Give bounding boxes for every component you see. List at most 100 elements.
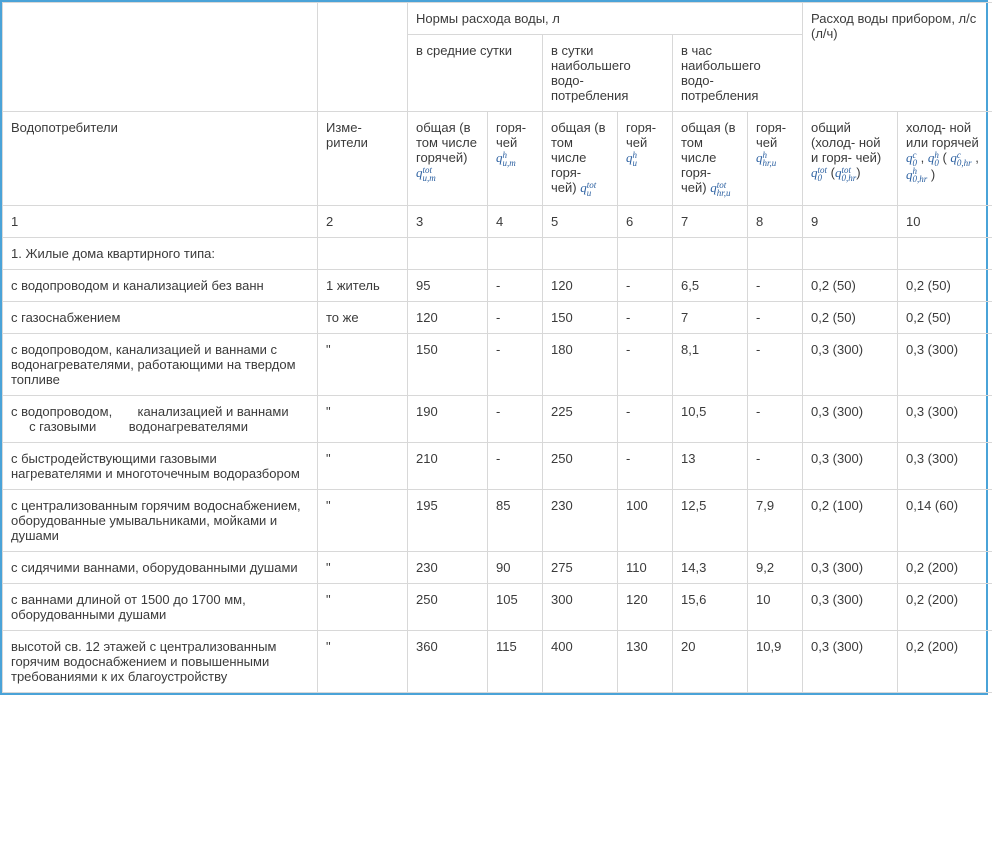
column-number-row: 1 2 3 4 5 6 7 8 9 10	[3, 205, 992, 237]
cell: 0,2 (100)	[803, 489, 898, 551]
cell: "	[318, 630, 408, 692]
cell	[898, 237, 992, 269]
cell: 0,3 (300)	[803, 583, 898, 630]
cell: 15,6	[673, 583, 748, 630]
cell: -	[618, 333, 673, 395]
cell: 120	[618, 583, 673, 630]
col-num: 8	[748, 205, 803, 237]
header-col-8: горя- чей qhhr,u	[748, 112, 803, 206]
cell: 10,9	[748, 630, 803, 692]
header-blank-1	[3, 3, 318, 112]
header-col-10-text: холод- ной или горячей	[906, 120, 979, 150]
cell: 8,1	[673, 333, 748, 395]
header-col-4-text: горя- чей	[496, 120, 526, 150]
cell: 250	[543, 442, 618, 489]
cell: 1 житель	[318, 269, 408, 301]
cell	[543, 237, 618, 269]
formula-q0-tot: qtot0	[811, 165, 827, 180]
row-label: с быстродействующими газовыми нагревател…	[3, 442, 318, 489]
cell: 0,2 (200)	[898, 630, 992, 692]
cell: 100	[618, 489, 673, 551]
cell: 115	[488, 630, 543, 692]
cell: -	[748, 301, 803, 333]
cell: "	[318, 333, 408, 395]
cell: 20	[673, 630, 748, 692]
cell: 13	[673, 442, 748, 489]
cell: -	[488, 301, 543, 333]
cell: 0,2 (50)	[803, 301, 898, 333]
col-num: 5	[543, 205, 618, 237]
col-num: 10	[898, 205, 992, 237]
cell: 7,9	[748, 489, 803, 551]
formula-q0-c: qc0	[906, 150, 917, 165]
cell: 10	[748, 583, 803, 630]
cell: 9,2	[748, 551, 803, 583]
cell: 14,3	[673, 551, 748, 583]
col-num: 9	[803, 205, 898, 237]
row-label: с сидячими ваннами, оборудованными душам…	[3, 551, 318, 583]
header-col-3: общая (в том числе горячей) qtotu,m	[408, 112, 488, 206]
cell: 110	[618, 551, 673, 583]
header-blank-2	[318, 3, 408, 112]
header-col-2: Изме- рители	[318, 112, 408, 206]
cell: -	[618, 442, 673, 489]
formula-q0-h: qh0	[928, 150, 939, 165]
cell: -	[618, 395, 673, 442]
cell: 400	[543, 630, 618, 692]
cell: 0,3 (300)	[803, 630, 898, 692]
cell: 250	[408, 583, 488, 630]
formula-qum-tot: qtotu,m	[416, 165, 436, 180]
cell: 360	[408, 630, 488, 692]
cell: "	[318, 583, 408, 630]
cell: 0,3 (300)	[898, 442, 992, 489]
cell: "	[318, 551, 408, 583]
header-col-6: горя- чей qhu	[618, 112, 673, 206]
row-label: высотой св. 12 этажей с централизованным…	[3, 630, 318, 692]
cell: 85	[488, 489, 543, 551]
cell	[748, 237, 803, 269]
formula-q0hr-tot: qtot0,hr	[835, 165, 856, 180]
cell: -	[488, 442, 543, 489]
cell: 0,2 (50)	[898, 301, 992, 333]
table-row: 1. Жилые дома квартирного типа:	[3, 237, 992, 269]
cell: 275	[543, 551, 618, 583]
row-label: 1. Жилые дома квартирного типа:	[3, 237, 318, 269]
cell: -	[488, 395, 543, 442]
cell: 230	[408, 551, 488, 583]
cell: "	[318, 442, 408, 489]
formula-qu-tot: qtotu	[580, 180, 596, 195]
row-label: с централизованным горячим водоснабжение…	[3, 489, 318, 551]
header-col-4: горя- чей qhu,m	[488, 112, 543, 206]
header-sub-max-hour: в час наибольшего водо- потребления	[673, 35, 803, 112]
cell: 210	[408, 442, 488, 489]
cell: "	[318, 395, 408, 442]
header-col-8-text: горя- чей	[756, 120, 786, 150]
cell: 0,2 (50)	[803, 269, 898, 301]
cell: 225	[543, 395, 618, 442]
cell: 105	[488, 583, 543, 630]
header-col-7: общая (в том числе горя- чей) qtothr,u	[673, 112, 748, 206]
row-label: с газоснабжением	[3, 301, 318, 333]
header-col-5: общая (в том числе горя- чей) qtotu	[543, 112, 618, 206]
cell	[408, 237, 488, 269]
water-consumption-table: Нормы расхода воды, л Расход воды прибор…	[0, 0, 988, 695]
cell: 12,5	[673, 489, 748, 551]
col-num: 7	[673, 205, 748, 237]
cell: 7	[673, 301, 748, 333]
cell: -	[488, 333, 543, 395]
cell: "	[318, 489, 408, 551]
formula-q0hr-c: qc0,hr	[950, 150, 971, 165]
header-col-10: холод- ной или горячей qc0 , qh0 ( qc0,h…	[898, 112, 992, 206]
col-num: 1	[3, 205, 318, 237]
cell	[488, 237, 543, 269]
cell: 0,2 (200)	[898, 551, 992, 583]
table-row: с быстродействующими газовыми нагревател…	[3, 442, 992, 489]
row-label: с водопроводом, канализацией и ваннами с…	[3, 395, 318, 442]
header-group-norms: Нормы расхода воды, л	[408, 3, 803, 35]
cell	[618, 237, 673, 269]
cell: 120	[543, 269, 618, 301]
table-row: с централизованным горячим водоснабжение…	[3, 489, 992, 551]
row-label: с водопроводом, канализацией и ваннами с…	[3, 333, 318, 395]
cell: 0,14 (60)	[898, 489, 992, 551]
cell: 150	[543, 301, 618, 333]
